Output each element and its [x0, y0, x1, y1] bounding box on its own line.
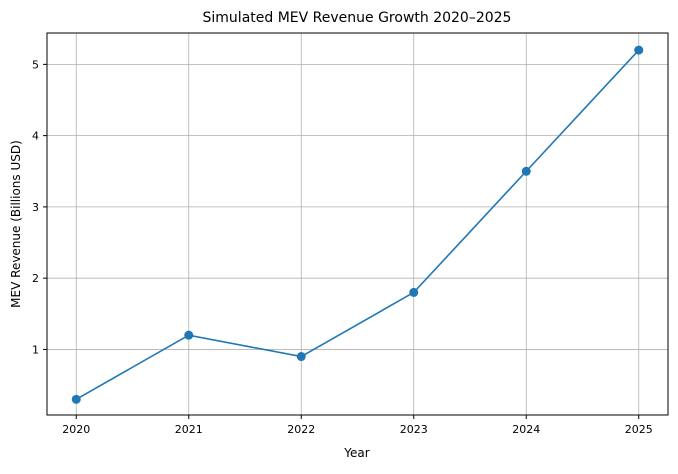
series-line [75, 49, 640, 401]
x-tick-label: 2025 [625, 423, 653, 436]
x-tick-label: 2024 [512, 423, 540, 436]
y-tick-label: 2 [32, 272, 39, 285]
y-tick-label: 1 [32, 343, 39, 356]
data-point [521, 166, 531, 176]
data-point [296, 352, 306, 362]
x-tick-label: 2021 [175, 423, 203, 436]
ticks: 2020 2021 2022 2023 2024 2025 1 2 3 4 5 [32, 58, 653, 436]
data-point [634, 45, 644, 55]
y-tick-label: 5 [32, 58, 39, 71]
series [71, 45, 644, 404]
x-tick-label: 2020 [62, 423, 90, 436]
plot-frame [46, 32, 669, 416]
y-tick-label: 4 [32, 130, 39, 143]
data-point [71, 394, 81, 404]
data-point [409, 287, 419, 297]
chart-title: Simulated MEV Revenue Growth 2020–2025 [203, 10, 512, 26]
grid [47, 33, 668, 415]
x-tick-label: 2022 [287, 423, 315, 436]
y-tick-label: 3 [32, 201, 39, 214]
x-axis-label: Year [343, 446, 369, 460]
x-tick-label: 2023 [400, 423, 428, 436]
data-point [184, 330, 194, 340]
y-axis-label: MEV Revenue (Billions USD) [9, 140, 23, 308]
